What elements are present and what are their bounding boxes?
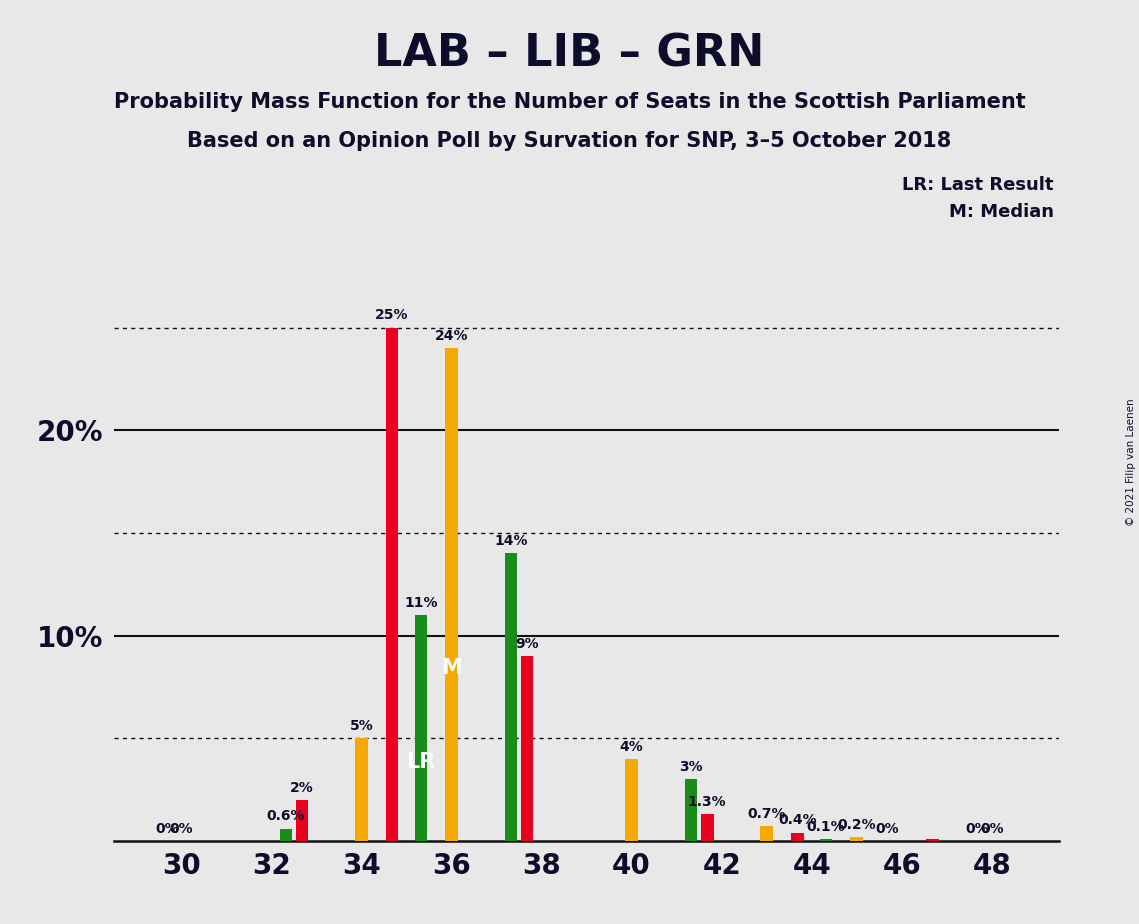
- Bar: [790, 833, 804, 841]
- Text: 0%: 0%: [980, 821, 1003, 835]
- Text: 0.7%: 0.7%: [747, 808, 786, 821]
- Text: LAB – LIB – GRN: LAB – LIB – GRN: [375, 32, 764, 76]
- Bar: [355, 738, 368, 841]
- Bar: [700, 814, 713, 841]
- Text: 0%: 0%: [170, 821, 194, 835]
- Text: 0%: 0%: [155, 821, 179, 835]
- Bar: [820, 839, 833, 841]
- Bar: [445, 348, 458, 841]
- Text: © 2021 Filip van Laenen: © 2021 Filip van Laenen: [1126, 398, 1136, 526]
- Bar: [505, 553, 517, 841]
- Bar: [386, 327, 399, 841]
- Text: 5%: 5%: [350, 719, 374, 733]
- Bar: [926, 839, 939, 841]
- Text: LR: Last Result: LR: Last Result: [902, 176, 1054, 193]
- Text: M: Median: M: Median: [949, 203, 1054, 221]
- Text: 11%: 11%: [404, 596, 437, 610]
- Bar: [761, 826, 773, 841]
- Text: Based on an Opinion Poll by Survation for SNP, 3–5 October 2018: Based on an Opinion Poll by Survation fo…: [188, 131, 951, 152]
- Text: 0.2%: 0.2%: [837, 818, 876, 832]
- Text: 0.6%: 0.6%: [267, 809, 305, 823]
- Text: 25%: 25%: [376, 309, 409, 322]
- Bar: [685, 779, 697, 841]
- Bar: [296, 800, 309, 841]
- Text: M: M: [441, 659, 462, 678]
- Text: LR: LR: [407, 752, 435, 772]
- Text: 1.3%: 1.3%: [688, 795, 727, 809]
- Text: 0.4%: 0.4%: [778, 813, 817, 828]
- Text: 4%: 4%: [620, 739, 644, 754]
- Bar: [625, 759, 638, 841]
- Text: 14%: 14%: [494, 534, 527, 548]
- Text: Probability Mass Function for the Number of Seats in the Scottish Parliament: Probability Mass Function for the Number…: [114, 92, 1025, 113]
- Bar: [851, 837, 863, 841]
- Text: 0.1%: 0.1%: [806, 820, 845, 833]
- Text: 2%: 2%: [290, 781, 314, 795]
- Text: 3%: 3%: [679, 760, 703, 774]
- Bar: [279, 829, 293, 841]
- Bar: [415, 615, 427, 841]
- Text: 24%: 24%: [435, 329, 468, 343]
- Text: 0%: 0%: [876, 821, 899, 835]
- Text: 9%: 9%: [515, 637, 539, 650]
- Text: 0%: 0%: [966, 821, 989, 835]
- Bar: [521, 656, 533, 841]
